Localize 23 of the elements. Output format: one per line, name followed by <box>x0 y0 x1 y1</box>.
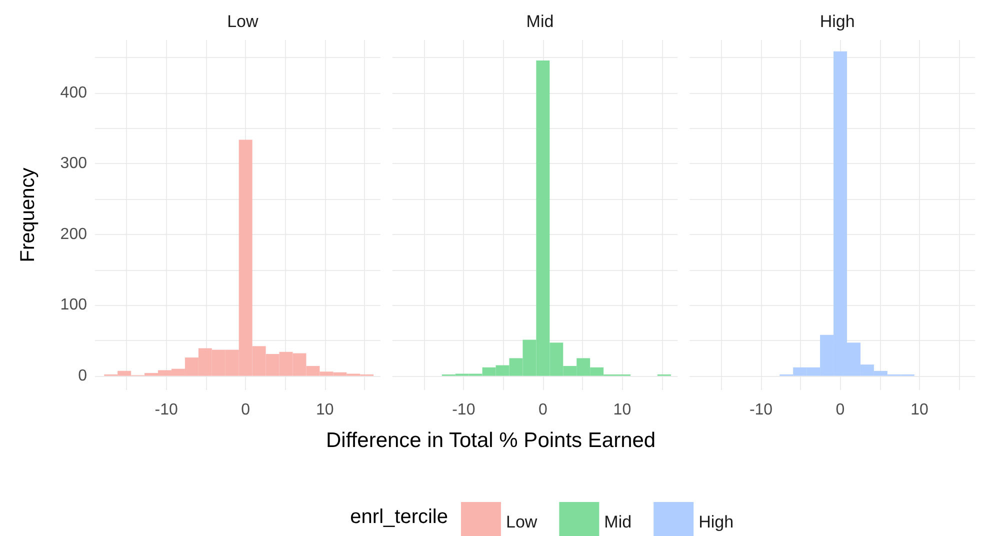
y-tick-label: 300 <box>60 155 88 172</box>
chart-title: High <box>820 12 855 31</box>
legend-title: enrl_tercile <box>350 506 448 528</box>
x-tick-label: 10 <box>316 402 334 418</box>
x-tick-label: -10 <box>154 402 178 418</box>
chart-title: Mid <box>526 12 554 31</box>
x-tick-label: 0 <box>836 402 845 418</box>
y-tick-label: 400 <box>60 84 88 102</box>
y-tick-label: 0 <box>78 367 88 384</box>
legend-label: High <box>698 512 734 532</box>
chart-title: Low <box>227 12 259 31</box>
y-tick-label: 200 <box>60 226 88 243</box>
y-axis-title: Frequency <box>17 168 39 262</box>
legend-label: Mid <box>604 512 632 532</box>
x-tick-label: 10 <box>910 402 929 418</box>
x-tick-label: 10 <box>613 402 632 418</box>
legend-label: Low <box>506 512 538 532</box>
x-tick-label: 0 <box>538 402 548 418</box>
x-tick-label: -10 <box>452 402 476 418</box>
x-tick-label: -10 <box>749 402 773 418</box>
y-tick-label: 100 <box>60 296 88 314</box>
x-axis-title: Difference in Total % Points Earned <box>326 429 656 452</box>
x-tick-label: 0 <box>241 402 250 418</box>
